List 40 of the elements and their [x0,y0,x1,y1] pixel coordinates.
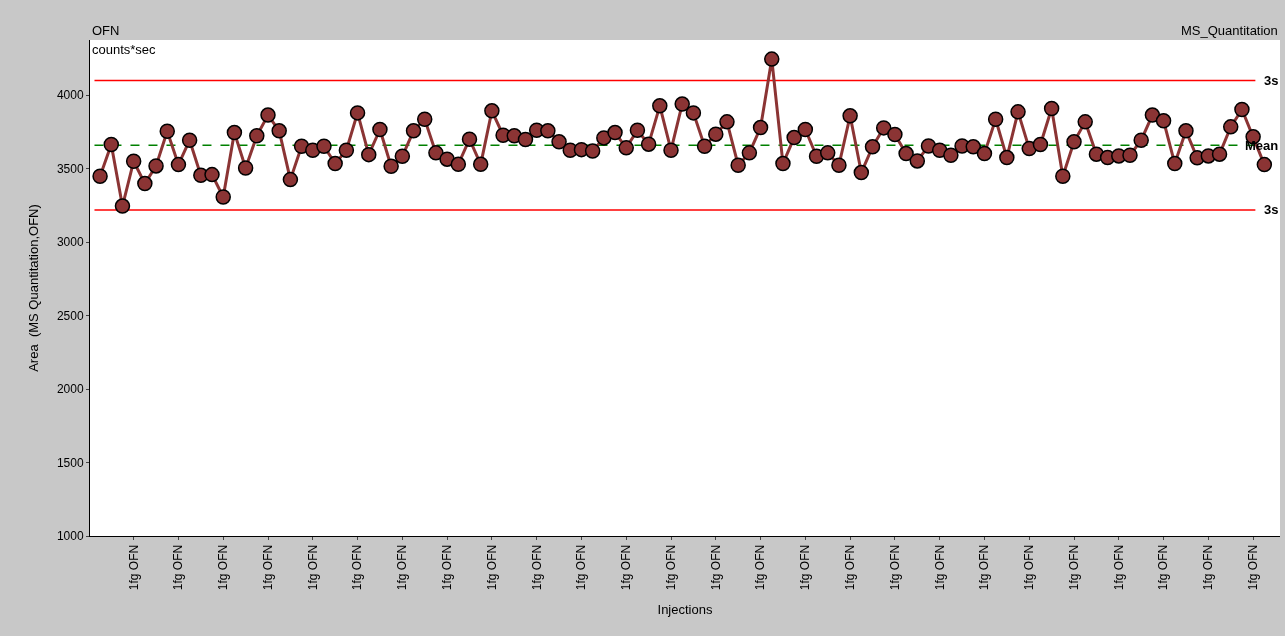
x-tick-label: 1fg OFN [753,544,768,591]
x-tick-label: 1fg OFN [529,544,544,591]
annotation: counts*sec [92,42,157,57]
y-tick-label: 1000 [56,529,84,544]
x-tick-label: 1fg OFN [574,544,589,591]
x-tick-label: 1fg OFN [932,544,947,591]
x-tick-label: 1fg OFN [1246,544,1261,591]
y-tick-label: 2500 [56,308,84,323]
chart-subtitle: MS_Quantitation [1181,23,1278,38]
x-tick-label: 1fg OFN [484,544,499,591]
x-tick-label: 1fg OFN [977,544,992,591]
x-tick-label: 1fg OFN [1022,544,1037,591]
x-tick-label: 1fg OFN [260,544,275,591]
x-tick-label: 1fg OFN [305,544,320,591]
chart-title: OFN [92,23,120,38]
x-tick-label: 1fg OFN [440,544,455,591]
x-tick-label: 1fg OFN [1156,544,1171,591]
x-tick-label: 1fg OFN [1201,544,1216,591]
x-tick-label: 1fg OFN [843,544,858,591]
x-tick-label: 1fg OFN [1066,544,1081,591]
y-tick-label: 3500 [56,161,84,176]
x-tick-label: 1fg OFN [1111,544,1126,591]
y-tick-label: 3000 [56,235,84,250]
x-axis-title: Injections [657,601,713,617]
x-tick-label: 1fg OFN [126,544,141,591]
y-tick-label: 4000 [56,88,84,103]
ref-line-label: 3s [1264,202,1279,217]
y-tick-label: 2000 [56,382,84,397]
y-axis-title: Area (MS Quantitation,OFN) [25,204,41,372]
x-tick-label: 1fg OFN [350,544,365,591]
x-tick-label: 1fg OFN [798,544,813,591]
x-tick-label: 1fg OFN [216,544,231,591]
x-tick-label: 1fg OFN [619,544,634,591]
x-tick-label: 1fg OFN [708,544,723,591]
x-tick-label: 1fg OFN [395,544,410,591]
x-tick-label: 1fg OFN [663,544,678,591]
x-tick-label: 1fg OFN [887,544,902,591]
ref-line-label: 3s [1264,73,1279,88]
x-tick-label: 1fg OFN [171,544,186,591]
y-tick-label: 1500 [56,455,84,470]
